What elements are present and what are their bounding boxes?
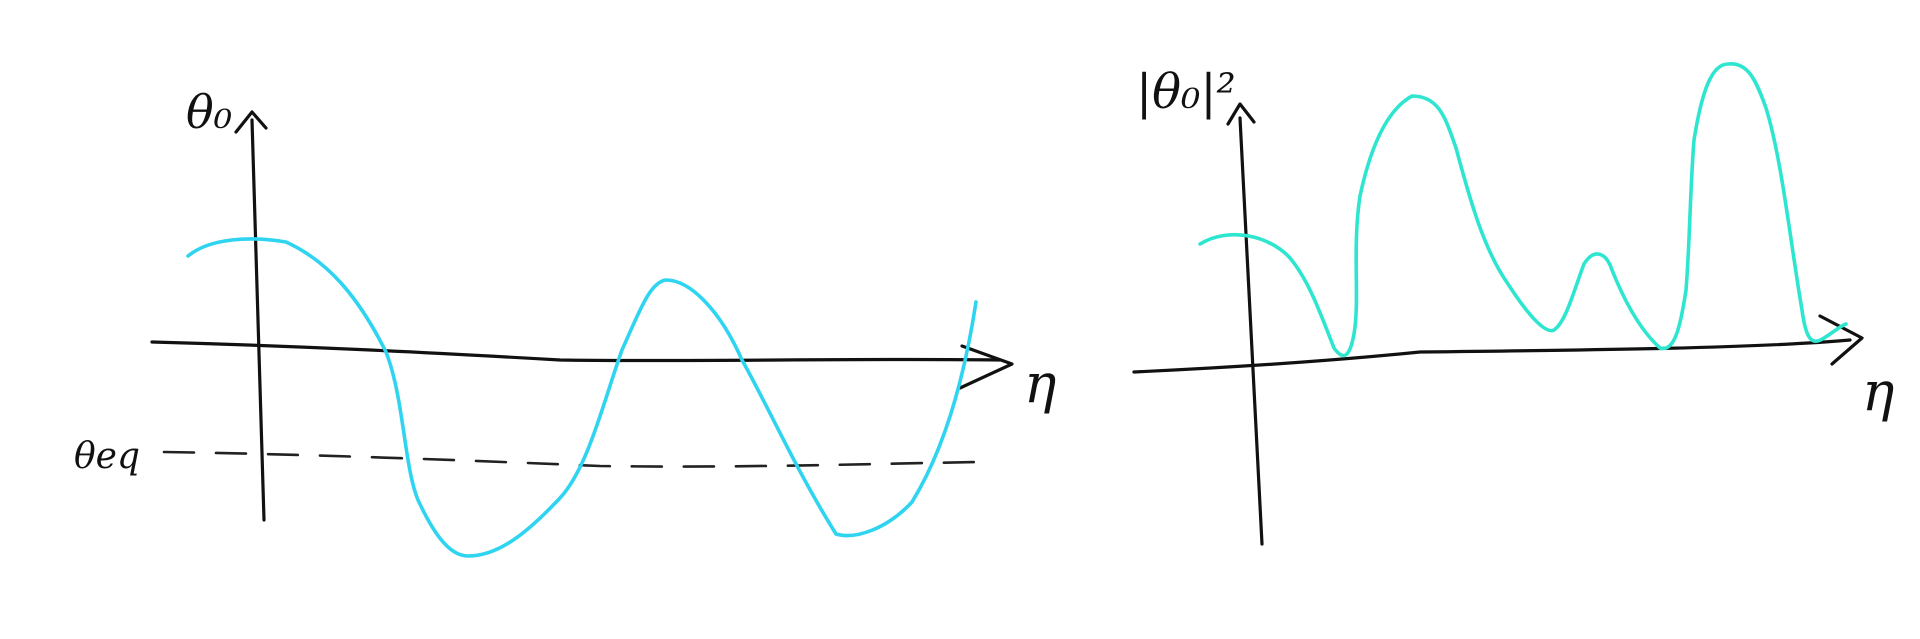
left-reference-dashed-line <box>162 450 982 468</box>
right-x-arrowhead <box>1818 314 1864 366</box>
left-x-axis <box>150 340 1002 363</box>
right-x-axis-label: η <box>1862 360 1894 423</box>
right-x-axis <box>1132 338 1852 374</box>
left-y-axis <box>250 118 266 522</box>
right-panel: |θ₀|² η <box>1132 62 1894 546</box>
right-y-axis <box>1238 116 1264 546</box>
left-x-axis-label: η <box>1024 352 1056 415</box>
left-wave-curve <box>186 237 978 558</box>
left-x-arrowhead <box>958 344 1014 390</box>
left-y-arrowhead <box>234 110 268 134</box>
right-y-axis-label: |θ₀|² <box>1136 64 1236 120</box>
left-panel: θ₀ η θeq <box>74 85 1056 558</box>
right-wave-curve <box>1198 62 1848 358</box>
left-reference-label: θeq <box>74 436 140 477</box>
right-y-arrowhead <box>1226 102 1256 126</box>
left-y-axis-label: θ₀ <box>186 85 232 139</box>
